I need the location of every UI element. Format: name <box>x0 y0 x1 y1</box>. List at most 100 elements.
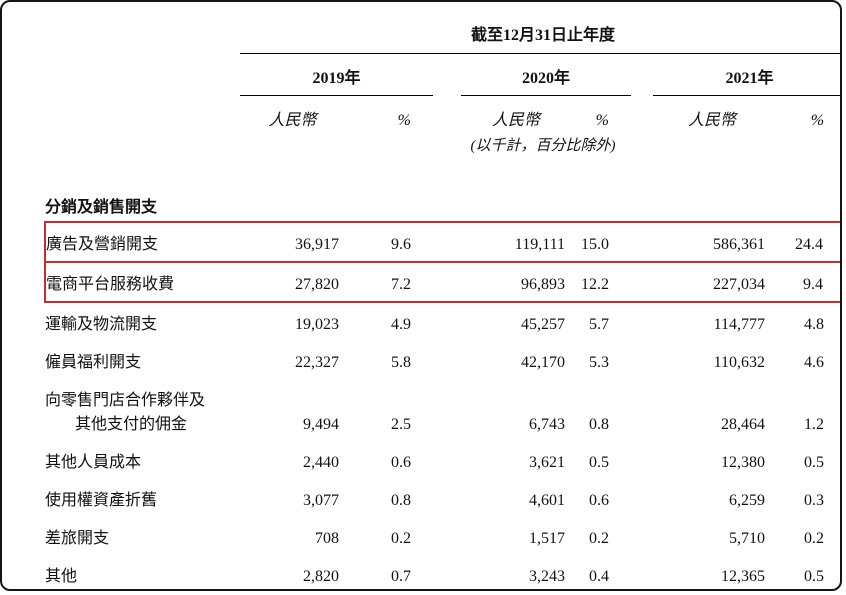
spacer-row <box>45 162 840 186</box>
cell-2021-pct: 4.6 <box>804 354 825 371</box>
unit-note: (以千計，百分比除外) <box>470 138 616 154</box>
cell-2020-pct: 0.6 <box>589 492 609 509</box>
table-body: 分銷及銷售開支 廣告及營銷開支 36,917 9.6 119,111 15.0 … <box>44 162 840 589</box>
cell-2020-rmb: 4,601 <box>529 492 565 509</box>
currency-header-2020: 人民幣 <box>491 112 540 129</box>
gap-cell <box>433 341 461 379</box>
row-label: 使用權資產折舊 <box>45 492 158 509</box>
cell-2019-rmb: 708 <box>315 530 339 547</box>
cell-2020-pct: 0.5 <box>589 454 609 471</box>
cell-2021-rmb: 227,034 <box>653 261 771 303</box>
cell-2020-rmb: 42,170 <box>521 354 565 371</box>
cell-2021-pct: 24.4 <box>771 221 840 263</box>
period-header: 截至12月31日止年度 <box>240 14 840 54</box>
section-header: 分銷及銷售開支 <box>45 199 158 216</box>
cell-2020-rmb: 119,111 <box>461 221 571 263</box>
cell-2019-rmb: 27,820 <box>240 261 345 303</box>
year-header-2021: 2021年 <box>653 53 840 96</box>
column-header-row: 人民幣 % 人民幣 % 人民幣 % <box>45 96 840 133</box>
table-row: 差旅開支 708 0.2 1,517 0.2 5,710 0.2 <box>45 517 840 555</box>
cell-2019-rmb: 2,440 <box>303 454 339 471</box>
cell-2021-rmb: 5,710 <box>729 530 765 547</box>
table-row: 其他 2,820 0.7 3,243 0.4 12,365 0.5 <box>45 555 840 589</box>
cell-2020-rmb: 45,257 <box>521 316 565 333</box>
gap-cell <box>631 555 653 589</box>
row-label: 其他人員成本 <box>45 454 142 471</box>
gap-cell <box>433 441 461 479</box>
year-header-2020: 2020年 <box>461 53 631 96</box>
cell-2019-pct: 0.8 <box>391 492 411 509</box>
cell-2020-rmb: 1,517 <box>529 530 565 547</box>
cell-2021-rmb: 28,464 <box>721 416 765 433</box>
gap-cell <box>433 261 461 303</box>
cell-2020-pct: 12.2 <box>571 261 631 303</box>
cell-2021-pct: 0.3 <box>804 492 825 509</box>
cell-2019-rmb: 36,917 <box>240 221 345 263</box>
year-header-row: 2019年 2020年 2021年 <box>45 53 840 96</box>
cell-2019-rmb: 3,077 <box>303 492 339 509</box>
gap-cell <box>631 441 653 479</box>
cell-2019-pct: 4.9 <box>391 316 411 333</box>
section-header-row: 分銷及銷售開支 <box>45 186 840 222</box>
row-label: 廣告及營銷開支 <box>46 236 159 253</box>
percent-header-2021: % <box>810 112 825 129</box>
cell-2019-pct: 5.8 <box>391 354 411 371</box>
cell-2021-rmb: 6,259 <box>729 492 765 509</box>
percent-header-2019: % <box>397 112 411 129</box>
gap-cell <box>631 221 653 263</box>
cell-2019-pct: 0.7 <box>391 568 411 585</box>
table-row: 向零售門店合作夥伴及 其他支付的佣金 9,494 2.5 6,743 0.8 2… <box>45 379 840 441</box>
cell-2020-rmb: 6,743 <box>529 416 565 433</box>
cell-2021-rmb: 114,777 <box>713 316 765 333</box>
gap-cell <box>433 517 461 555</box>
cell-2021-pct: 0.2 <box>804 530 825 547</box>
cell-2019-rmb: 22,327 <box>295 354 339 371</box>
table-row: 廣告及營銷開支 36,917 9.6 119,111 15.0 586,361 … <box>44 221 840 263</box>
row-label-line2: 其他支付的佣金 <box>75 416 188 433</box>
row-label: 電商平台服務收費 <box>46 276 175 293</box>
unit-note-row: (以千計，百分比除外) <box>45 132 840 162</box>
cell-2019-rmb: 2,820 <box>303 568 339 585</box>
row-label: 僱員福利開支 <box>45 354 142 371</box>
cell-2020-pct: 5.3 <box>589 354 609 371</box>
cell-2020-pct: 0.2 <box>589 530 609 547</box>
gap-cell <box>631 261 653 303</box>
gap-cell <box>433 302 461 341</box>
cell-2021-pct: 0.5 <box>804 568 825 585</box>
cell-2020-pct: 5.7 <box>589 316 609 333</box>
row-label: 差旅開支 <box>45 530 110 547</box>
cell-2019-rmb: 9,494 <box>303 416 339 433</box>
gap-cell <box>433 479 461 517</box>
gap-cell <box>631 302 653 341</box>
cell-2021-pct: 1.2 <box>804 416 825 433</box>
cell-2019-pct: 0.2 <box>391 530 411 547</box>
cell-2019-pct: 7.2 <box>345 261 433 303</box>
table-row: 使用權資產折舊 3,077 0.8 4,601 0.6 6,259 0.3 <box>45 479 840 517</box>
cell-2021-rmb: 12,380 <box>721 454 765 471</box>
gap-cell <box>433 379 461 441</box>
cell-2019-pct: 0.6 <box>391 454 411 471</box>
cell-2021-pct: 9.4 <box>771 261 840 303</box>
cell-2021-pct: 0.5 <box>804 454 825 471</box>
cell-2019-pct: 2.5 <box>391 416 411 433</box>
percent-header-2020: % <box>595 112 609 129</box>
gap-cell <box>631 479 653 517</box>
cell-2021-rmb: 586,361 <box>653 221 771 263</box>
table-row: 其他人員成本 2,440 0.6 3,621 0.5 12,380 0.5 <box>45 441 840 479</box>
cell-2020-pct: 0.4 <box>589 568 609 585</box>
cell-2021-rmb: 110,632 <box>713 354 765 371</box>
gap-cell <box>631 517 653 555</box>
cell-2020-rmb: 3,243 <box>529 568 565 585</box>
cell-2020-rmb: 96,893 <box>461 261 571 303</box>
cell-2019-rmb: 19,023 <box>295 316 339 333</box>
currency-header-2019: 人民幣 <box>268 112 317 129</box>
cell-2020-pct: 15.0 <box>571 221 631 263</box>
gap-cell <box>433 555 461 589</box>
cell-2020-pct: 0.8 <box>589 416 609 433</box>
cell-2020-rmb: 3,621 <box>529 454 565 471</box>
table-row: 僱員福利開支 22,327 5.8 42,170 5.3 110,632 4.6 <box>45 341 840 379</box>
row-label: 向零售門店合作夥伴及 <box>45 392 206 409</box>
cell-2021-pct: 4.8 <box>804 316 825 333</box>
table-row: 電商平台服務收費 27,820 7.2 96,893 12.2 227,034 … <box>44 261 840 303</box>
